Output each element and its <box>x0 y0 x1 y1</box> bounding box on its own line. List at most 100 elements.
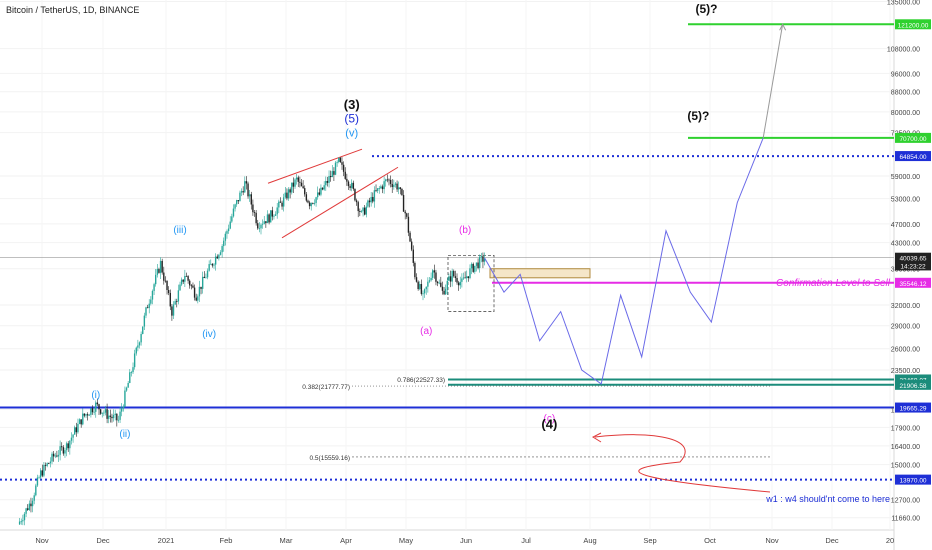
candle-body <box>432 270 434 278</box>
candle-body <box>383 181 385 190</box>
candle-body <box>227 228 230 232</box>
y-tick-label: 32000.00 <box>891 303 920 310</box>
candle-body <box>206 270 209 278</box>
candle-body <box>18 521 21 525</box>
time-axis: Nov Dec 2021 Feb Mar Apr May Jun Jul Aug Sep Oct Nov… <box>35 536 894 545</box>
candle-body <box>370 197 372 203</box>
confirmation-box <box>489 268 591 279</box>
candle-body <box>470 263 473 269</box>
candle-body <box>122 406 124 409</box>
candle-body <box>166 280 168 291</box>
candle-body <box>138 342 141 346</box>
wave-label: (b) <box>459 225 471 236</box>
y-tick-label: 59000.00 <box>891 174 920 181</box>
candle-body <box>443 290 445 295</box>
candle-body <box>472 263 474 272</box>
candle-body <box>119 411 121 420</box>
candle-body <box>159 260 162 273</box>
candle-body <box>263 221 265 224</box>
candle-body <box>454 276 457 279</box>
candle-body <box>49 461 52 464</box>
y-tick-label: 80000.00 <box>891 110 920 117</box>
price-tag-label: 14:23:22 <box>900 263 926 270</box>
candle-body <box>180 279 183 285</box>
candle-body <box>329 176 332 178</box>
candle-body <box>349 186 351 188</box>
candle-body <box>103 412 105 414</box>
candle-body <box>461 278 463 282</box>
wave-label: (v) <box>345 127 358 139</box>
candle-body <box>312 202 314 204</box>
candle-body <box>328 176 330 183</box>
price-tag <box>895 379 931 390</box>
candle-body <box>457 282 460 286</box>
candle-body <box>281 202 283 207</box>
candle-body <box>297 177 299 182</box>
candle-body <box>158 269 160 273</box>
wave-label: (a) <box>420 326 432 337</box>
candle-body <box>308 202 311 207</box>
candle-body <box>355 200 358 203</box>
candle-body <box>307 200 309 203</box>
candle-body <box>146 307 149 309</box>
x-tick-label: Nov <box>765 536 779 545</box>
candle-body <box>23 513 26 521</box>
candle-body <box>111 416 113 419</box>
candle-body <box>99 409 102 414</box>
candle-body <box>195 297 197 301</box>
y-tick-label: 17900.00 <box>891 425 920 432</box>
candle-body <box>333 171 335 175</box>
candle-body <box>36 477 39 486</box>
price-tag-label: 13970.00 <box>899 478 926 485</box>
candle-body <box>407 216 410 233</box>
candle-body <box>388 179 390 181</box>
candle-body <box>56 455 58 457</box>
x-tick-label: Dec <box>825 536 839 545</box>
candle-body <box>317 192 319 198</box>
x-tick-label: Jun <box>460 536 472 545</box>
candle-body <box>373 190 376 202</box>
candle-body <box>130 372 133 373</box>
candle-body <box>72 434 74 438</box>
candle-body <box>428 280 431 282</box>
candle-body <box>344 171 346 179</box>
x-tick-label: Nov <box>35 536 49 545</box>
candle-body <box>150 299 152 304</box>
candle-body <box>192 285 194 288</box>
candle-body <box>133 353 136 368</box>
candle-body <box>363 207 366 215</box>
candle-body <box>313 202 316 204</box>
candle-body <box>59 446 61 455</box>
grid <box>0 1 894 519</box>
candle-body <box>187 276 189 281</box>
candle-body <box>108 415 110 419</box>
projection-path <box>484 23 787 493</box>
candle-body <box>339 157 342 163</box>
candle-body <box>242 191 244 193</box>
price-tag-label: 121200.00 <box>898 22 929 29</box>
candle-body <box>420 284 423 294</box>
candle-body <box>341 162 343 165</box>
candle-body <box>28 503 31 510</box>
fib-label: 0.382(21777.77) <box>302 384 350 391</box>
candle-body <box>331 171 333 178</box>
candle-body <box>231 216 233 222</box>
candle-body <box>464 277 466 279</box>
candle-body <box>189 280 191 286</box>
candle-body <box>223 240 225 247</box>
candle-body <box>399 187 402 190</box>
confirmation-level-annotation: Confirmation Level to Sell <box>776 278 891 289</box>
candle-body <box>39 470 42 478</box>
candle-body <box>273 215 275 217</box>
candle-body <box>274 214 277 216</box>
consolidation-boxes <box>267 148 770 458</box>
candle-body <box>362 207 364 212</box>
candle-body <box>67 443 69 449</box>
candle-body <box>394 183 397 185</box>
candle-body <box>436 281 439 284</box>
candle-body <box>184 275 186 282</box>
candle-body <box>41 470 43 476</box>
red-curve-arrowhead <box>591 432 602 443</box>
candle-body <box>352 182 355 189</box>
